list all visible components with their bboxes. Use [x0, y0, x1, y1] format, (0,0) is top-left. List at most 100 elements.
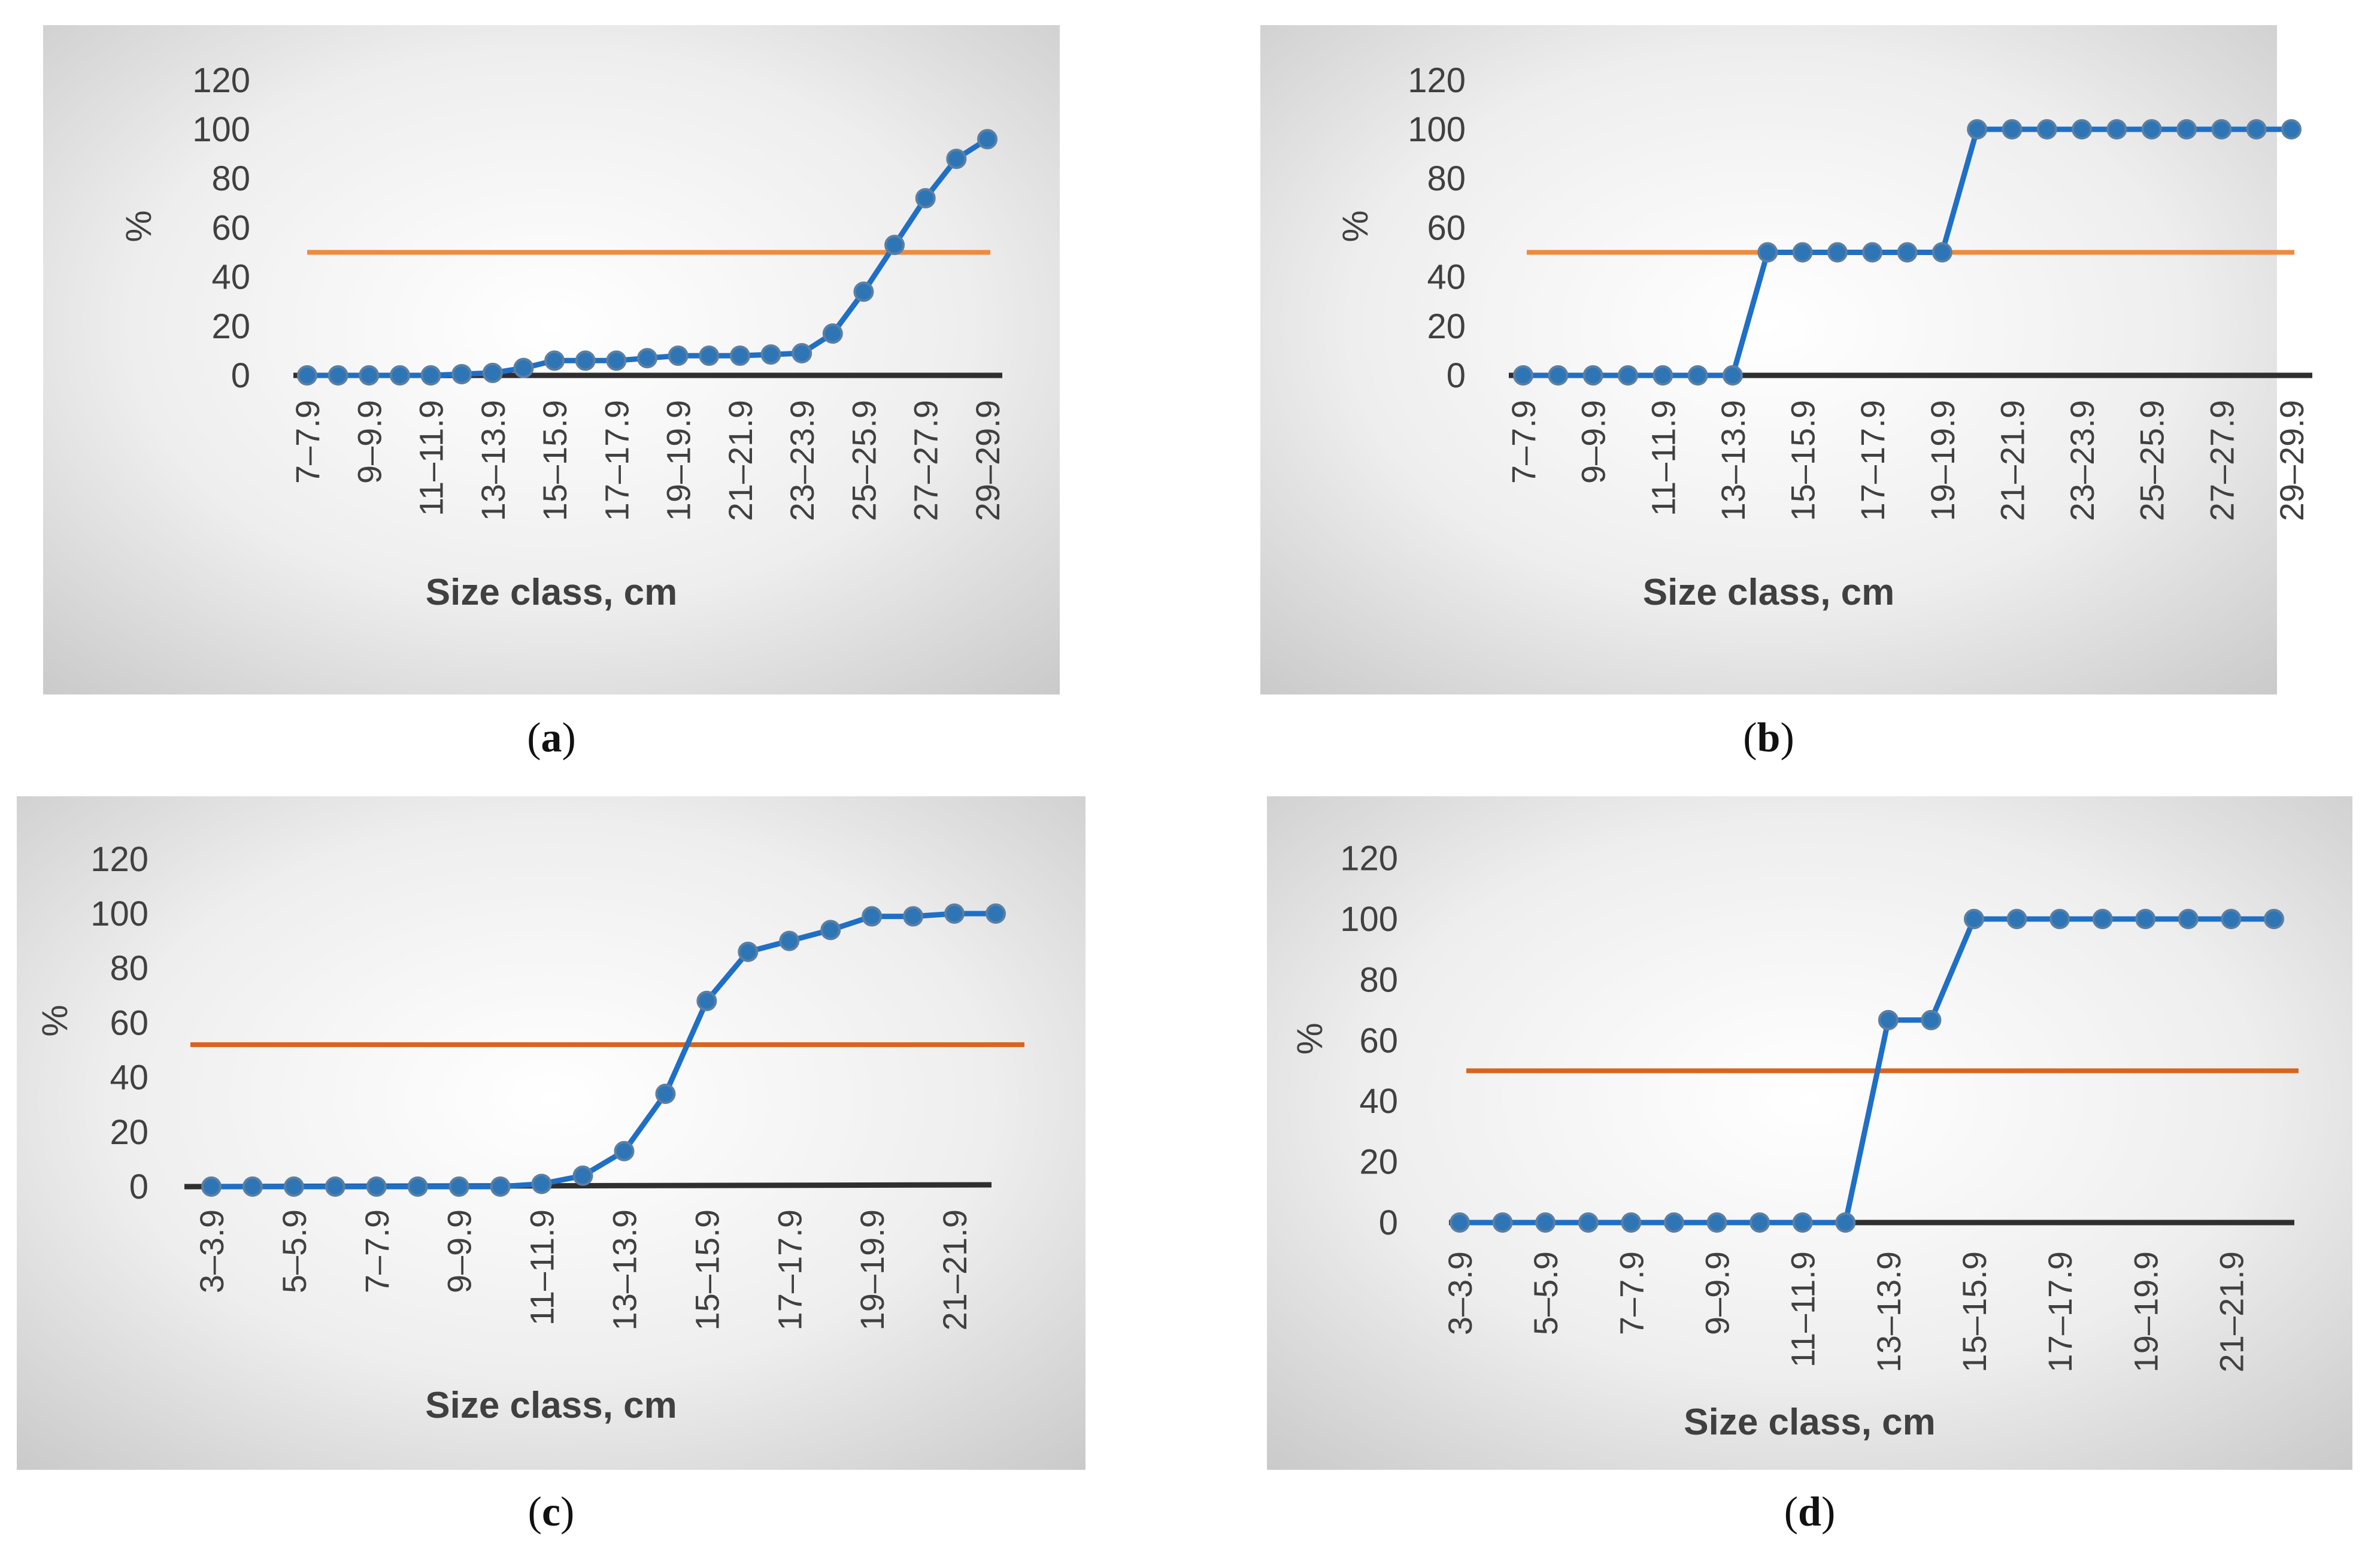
data-point — [482, 362, 503, 383]
x-axis-label: Size class, cm — [425, 1385, 677, 1426]
data-point — [1835, 1212, 1856, 1233]
data-point — [242, 1176, 263, 1197]
data-point — [328, 365, 348, 386]
data-point — [359, 365, 380, 386]
y-tick-label: 120 — [192, 61, 250, 100]
x-tick-label: 13–13.9 — [1870, 1251, 1908, 1372]
panel-label: (c) — [528, 1489, 575, 1535]
data-point — [1621, 1212, 1642, 1233]
chart-background — [1267, 796, 2352, 1470]
y-tick-label: 120 — [1408, 61, 1466, 100]
chart-panel-c: 0 20 40 60 80 100 120% 3–3.9 5–5.9 7–7.9 9–9.9 11–1… — [17, 796, 1086, 1535]
x-tick-label: 21–21.9 — [2212, 1251, 2250, 1372]
x-tick-label: 21–21.9 — [1993, 400, 2031, 521]
y-tick-label: 100 — [1408, 110, 1466, 149]
x-tick-label: 5–5.9 — [1527, 1251, 1564, 1335]
y-axis-label: % — [35, 1005, 75, 1036]
x-tick-label: 11–11.9 — [413, 400, 450, 516]
data-point — [1535, 1212, 1556, 1233]
x-tick-label: 29–29.9 — [2273, 400, 2311, 521]
y-tick-label: 40 — [1359, 1082, 1398, 1121]
y-tick-label: 20 — [110, 1113, 148, 1152]
data-point — [2281, 119, 2302, 139]
y-axis-label: % — [119, 210, 159, 242]
data-point — [1757, 242, 1778, 263]
data-point — [325, 1176, 345, 1197]
data-point — [490, 1176, 511, 1197]
data-point — [1827, 242, 1848, 263]
y-tick-label: 80 — [110, 949, 148, 988]
data-point — [1617, 365, 1638, 386]
data-point — [2036, 119, 2057, 139]
data-point — [2135, 909, 2156, 929]
y-tick-label: 0 — [1447, 356, 1466, 395]
y-tick-label: 0 — [129, 1167, 148, 1206]
y-tick-label: 40 — [110, 1059, 148, 1097]
data-point — [366, 1176, 387, 1197]
x-tick-label: 27–27.9 — [2203, 400, 2240, 521]
x-tick-label: 23–23.9 — [2063, 400, 2101, 521]
data-point — [2211, 119, 2232, 139]
data-point — [699, 345, 720, 366]
data-point — [1862, 242, 1883, 263]
data-point — [1582, 365, 1603, 386]
data-point — [513, 357, 534, 378]
x-tick-label: 13–13.9 — [1714, 400, 1752, 521]
data-point — [2141, 119, 2162, 139]
data-point — [1578, 1212, 1599, 1233]
x-tick-label: 29–29.9 — [969, 400, 1006, 521]
data-point — [572, 1165, 593, 1186]
data-point — [201, 1176, 222, 1197]
y-tick-label: 100 — [90, 894, 148, 933]
x-tick-label: 9–9.9 — [1698, 1251, 1736, 1335]
data-point — [2221, 909, 2242, 929]
x-tick-label: 11–11.9 — [1784, 1251, 1822, 1367]
data-point — [696, 990, 717, 1011]
y-tick-label: 20 — [211, 307, 250, 346]
data-point — [1722, 365, 1743, 386]
data-point — [283, 1176, 304, 1197]
y-tick-label: 80 — [1359, 960, 1398, 999]
x-tick-label: 23–23.9 — [783, 400, 821, 521]
data-point — [655, 1083, 676, 1104]
y-axis-label: % — [1290, 1023, 1330, 1054]
y-tick-label: 60 — [211, 208, 250, 247]
data-point — [297, 365, 317, 386]
data-point — [451, 363, 472, 384]
data-point — [2264, 909, 2284, 929]
chart-background — [17, 796, 1086, 1470]
y-tick-label: 40 — [211, 258, 250, 297]
x-tick-label: 7–7.9 — [1505, 400, 1542, 484]
data-point — [637, 348, 657, 369]
data-point — [2002, 119, 2023, 139]
data-point — [1687, 365, 1708, 386]
data-point — [738, 941, 759, 962]
x-tick-label: 15–15.9 — [1955, 1251, 1993, 1372]
data-point — [946, 148, 967, 169]
x-tick-label: 17–17.9 — [598, 400, 635, 521]
y-tick-label: 60 — [1427, 208, 1466, 247]
data-point — [575, 350, 596, 371]
x-tick-label: 13–13.9 — [474, 400, 512, 521]
x-tick-label: 3–3.9 — [193, 1209, 231, 1293]
data-point — [1548, 365, 1569, 386]
chart-panel-d: 0 20 40 60 80 100 120% 3–3.9 5–5.9 7–7.9 9–9.9 11–1… — [1267, 796, 2352, 1535]
y-tick-label: 80 — [211, 159, 250, 198]
x-tick-label: 13–13.9 — [605, 1209, 643, 1330]
data-point — [544, 350, 565, 371]
panel-label: (b) — [1743, 715, 1794, 761]
x-tick-label: 15–15.9 — [688, 1209, 726, 1330]
data-point — [903, 906, 924, 927]
data-point — [760, 344, 781, 365]
y-axis-label: % — [1335, 210, 1375, 242]
data-point — [614, 1141, 635, 1161]
data-point — [1897, 242, 1918, 263]
data-point — [862, 906, 883, 927]
data-point — [1792, 242, 1813, 263]
data-point — [531, 1173, 552, 1194]
y-tick-label: 0 — [231, 356, 250, 395]
data-point — [1792, 1212, 1813, 1233]
data-point — [606, 350, 627, 371]
data-point — [2006, 909, 2027, 929]
x-tick-label: 15–15.9 — [536, 400, 574, 521]
